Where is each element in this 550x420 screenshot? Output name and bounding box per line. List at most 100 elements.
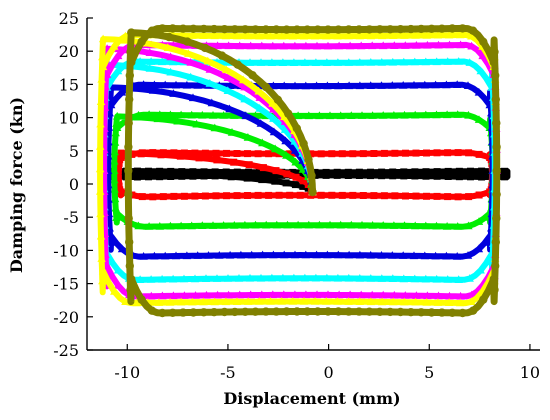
data-point <box>317 191 325 199</box>
data-point <box>265 191 273 199</box>
data-point <box>379 221 388 229</box>
data-point <box>255 31 264 40</box>
data-point <box>200 172 208 180</box>
data-point <box>312 290 322 299</box>
data-point <box>244 31 253 40</box>
data-point <box>246 41 255 50</box>
data-point <box>489 275 498 284</box>
data-point <box>411 168 419 176</box>
data-point <box>187 110 196 119</box>
data-point <box>322 171 330 179</box>
data-point <box>192 119 201 128</box>
data-point <box>344 81 354 90</box>
data-point <box>233 172 241 180</box>
data-point <box>422 31 431 39</box>
data-point <box>467 297 476 305</box>
x-tick-label: -10 <box>114 363 140 382</box>
data-point <box>456 40 465 49</box>
data-point <box>448 24 457 33</box>
y-tick-label: -5 <box>63 208 79 227</box>
data-point <box>115 178 123 186</box>
data-point <box>137 37 146 46</box>
data-point <box>359 150 367 158</box>
data-point <box>176 110 186 119</box>
data-point <box>268 41 277 50</box>
data-point <box>161 251 170 260</box>
data-point <box>256 273 266 282</box>
data-point <box>241 307 250 316</box>
data-point <box>184 49 193 57</box>
data-point <box>389 221 399 229</box>
data-point <box>345 41 355 50</box>
data-point <box>138 193 146 201</box>
data-point <box>170 192 178 200</box>
x-tick-label: -5 <box>220 363 236 382</box>
data-point <box>312 41 322 50</box>
data-point <box>291 181 299 189</box>
data-point <box>367 172 374 180</box>
data-point <box>377 31 387 40</box>
data-point <box>411 221 420 230</box>
data-point <box>465 149 473 157</box>
data-point <box>379 290 388 299</box>
data-point <box>400 31 409 39</box>
data-point <box>400 110 409 119</box>
data-point <box>203 56 212 65</box>
data-point <box>245 58 255 66</box>
data-point <box>366 297 376 306</box>
data-point <box>247 250 256 259</box>
data-point <box>191 170 199 178</box>
data-point <box>149 193 157 201</box>
data-point <box>190 274 200 283</box>
data-point <box>158 24 167 33</box>
data-point <box>225 104 234 113</box>
data-point <box>255 297 264 305</box>
data-point <box>355 297 364 305</box>
data-point <box>444 167 452 175</box>
data-point <box>117 87 127 96</box>
data-point <box>125 71 134 80</box>
data-point <box>490 285 499 294</box>
data-point <box>368 41 377 50</box>
data-point <box>422 298 431 306</box>
y-tick-label: 15 <box>59 75 79 94</box>
data-point <box>366 250 375 259</box>
data-point <box>113 66 123 75</box>
data-point <box>191 192 199 200</box>
data-point <box>215 251 224 259</box>
data-point <box>282 25 291 34</box>
data-point <box>299 297 309 305</box>
data-point <box>178 24 188 33</box>
data-point <box>111 203 120 212</box>
data-point <box>168 274 178 283</box>
data-point <box>112 119 121 127</box>
data-point <box>272 25 281 34</box>
data-point <box>191 149 199 157</box>
data-point <box>423 192 430 200</box>
data-point <box>265 150 273 158</box>
data-point <box>283 220 292 229</box>
data-point <box>145 167 152 175</box>
data-point <box>476 265 485 274</box>
data-point <box>467 41 476 50</box>
data-point <box>188 31 197 39</box>
data-point <box>325 111 335 120</box>
data-point <box>183 37 192 46</box>
data-point <box>409 80 419 89</box>
data-point <box>156 173 164 181</box>
data-point <box>255 93 264 101</box>
data-point <box>420 80 429 89</box>
data-point <box>444 30 454 39</box>
data-point <box>195 154 203 162</box>
data-point <box>308 187 317 197</box>
data-point <box>113 123 122 131</box>
data-point <box>417 24 426 34</box>
data-point <box>417 308 426 317</box>
data-point <box>344 31 353 40</box>
y-tick-label: 5 <box>69 142 79 161</box>
data-point <box>433 149 441 157</box>
data-point <box>198 110 207 119</box>
data-point <box>120 35 130 44</box>
data-point <box>268 290 277 299</box>
data-point <box>222 65 231 74</box>
